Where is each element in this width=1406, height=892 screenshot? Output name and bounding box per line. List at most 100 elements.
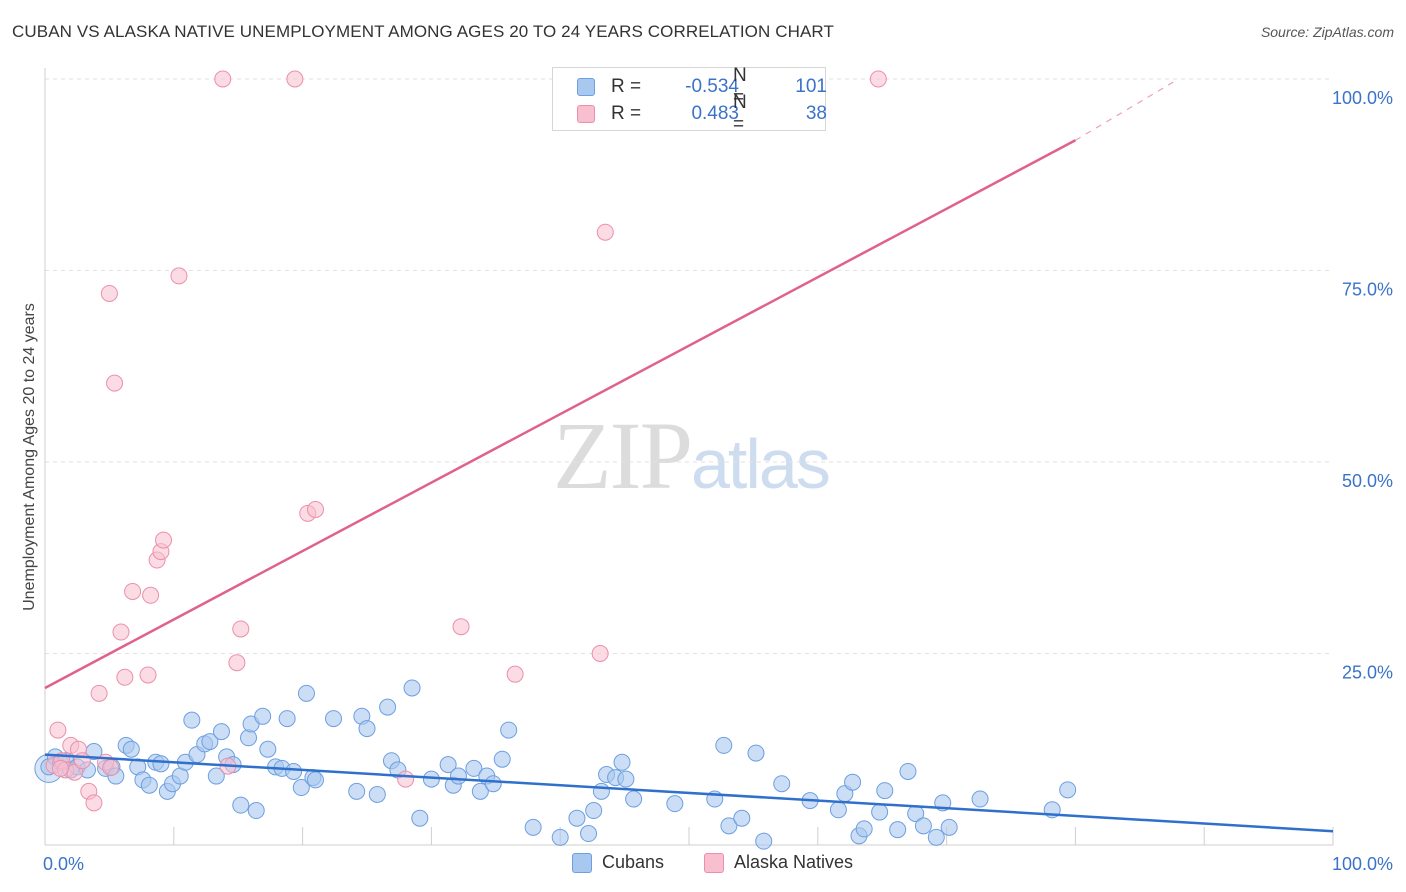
alaska-point [228, 654, 246, 672]
n-value: 101 [795, 76, 827, 97]
x-tick-label: 100.0% [1332, 854, 1393, 874]
cubans-trend-line [44, 753, 1334, 833]
alaska-points [45, 70, 887, 812]
legend-item-alaska: Alaska Natives [704, 852, 853, 873]
cubans-point [201, 733, 219, 751]
legend-label-cubans: Cubans [602, 852, 665, 872]
cubans-point [403, 679, 421, 697]
stats-row-alaska: R = 0.483 N = 38 [577, 92, 827, 135]
alaska-point [139, 666, 157, 684]
alaska-point [286, 70, 304, 88]
alaska-point [214, 70, 232, 88]
alaska-point [106, 374, 124, 392]
cubans-point [465, 759, 483, 777]
cubans-point [493, 750, 511, 768]
cubans-point [439, 756, 457, 774]
cubans-point [306, 771, 324, 789]
alaska-point [85, 794, 103, 812]
cubans-swatch [577, 78, 595, 96]
cubans-point [240, 729, 258, 747]
alaska-point [154, 531, 172, 549]
cubans-point [232, 796, 250, 814]
cubans-point [568, 809, 586, 827]
cubans-point [297, 684, 315, 702]
alaska-point [869, 70, 887, 88]
cubans-point [720, 817, 738, 835]
alaska-point [232, 620, 250, 638]
y-tick-label: 25.0% [1342, 663, 1393, 683]
cubans-point [254, 707, 272, 725]
cubans-point [278, 710, 296, 728]
cubans-point [844, 773, 862, 791]
cubans-point [500, 721, 518, 739]
n-label: N = [733, 65, 747, 108]
cubans-point [247, 802, 265, 820]
alaska-point [49, 721, 67, 739]
alaska-point [506, 665, 524, 683]
cubans-point [914, 817, 932, 835]
legend-item-cubans: Cubans [572, 852, 664, 873]
n-label: N = [733, 92, 747, 135]
axes [44, 68, 1334, 846]
cubans-point [773, 775, 791, 793]
cubans-point [829, 801, 847, 819]
cubans-point [1059, 781, 1077, 799]
cubans-point [348, 782, 366, 800]
cubans-point [876, 782, 894, 800]
alaska-point [124, 582, 142, 600]
x-tick-label: 0.0% [43, 854, 84, 874]
cubans-point [733, 809, 751, 827]
cubans-point [551, 828, 569, 846]
r-value: -0.534 [685, 76, 739, 97]
cubans-point [899, 762, 917, 780]
source-credit: Source: ZipAtlas.com [1260, 24, 1394, 40]
alaska-point [397, 770, 415, 788]
watermark-atlas: atlas [691, 425, 831, 503]
r-value: 0.483 [691, 103, 739, 124]
cubans-point [292, 779, 310, 797]
cubans-point [666, 795, 684, 813]
cubans-point [285, 762, 303, 780]
cubans-point [617, 770, 635, 788]
cubans-point [855, 820, 873, 838]
y-tick-label: 100.0% [1332, 88, 1393, 108]
alaska-point [452, 618, 470, 636]
y-tick-label: 50.0% [1342, 471, 1393, 491]
alaska-swatch [577, 105, 595, 123]
trend-lines [44, 78, 1334, 833]
grid-lines [45, 78, 1333, 654]
stats-row-cubans: R = -0.534 N = 101 [577, 65, 827, 108]
r-label: R = [611, 103, 642, 124]
alaska-point [90, 684, 108, 702]
alaska-point [73, 752, 91, 770]
cubans-point [122, 740, 140, 758]
cubans-point [715, 736, 733, 754]
cubans-point [747, 744, 765, 762]
cubans-point [325, 710, 343, 728]
cubans-point [971, 790, 989, 808]
cubans-point [580, 825, 598, 843]
cubans-point [368, 785, 386, 803]
y-tick-label: 75.0% [1342, 280, 1393, 300]
alaska-point [142, 586, 160, 604]
alaska-point [102, 759, 120, 777]
alaska-point [591, 645, 609, 662]
tick-labels: 25.0% 50.0% 75.0% 100.0% 0.0% 100.0% [43, 88, 1393, 874]
alaska-point [116, 668, 134, 686]
cubans-point [379, 698, 397, 716]
cubans-point [471, 782, 489, 800]
chart-title: CUBAN VS ALASKA NATIVE UNEMPLOYMENT AMON… [12, 22, 834, 41]
cubans-point [524, 818, 542, 836]
cubans-point [358, 720, 376, 738]
cubans-point [207, 767, 225, 785]
watermark-zip: ZIP [553, 402, 693, 509]
cubans-point [259, 740, 277, 758]
cubans-point [411, 809, 429, 827]
cubans-point [212, 723, 230, 741]
cubans-point [585, 802, 603, 820]
cubans-point [625, 790, 643, 808]
cubans-point [889, 821, 907, 839]
cubans-point [183, 711, 201, 729]
alaska-trend-line [44, 139, 1076, 690]
